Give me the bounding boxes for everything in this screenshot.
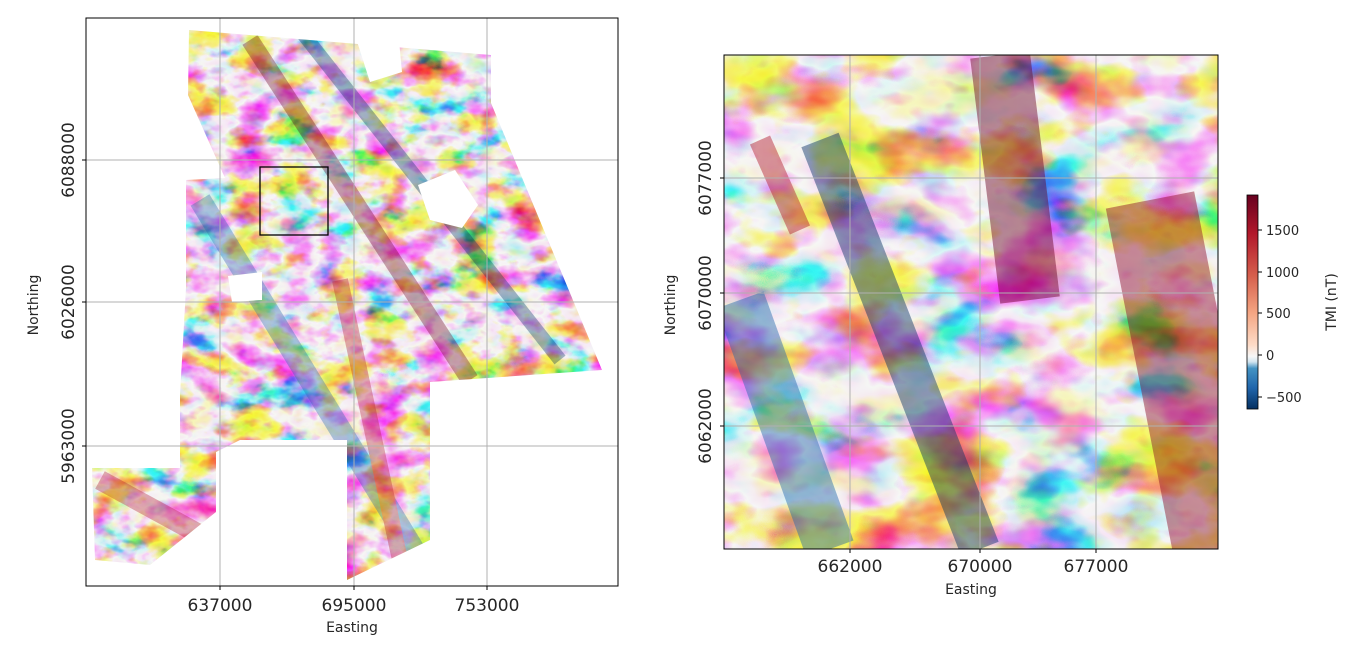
right-anomaly-image <box>724 55 1218 549</box>
left-x-tick-0: 637000 <box>188 596 253 616</box>
inset-rectangle <box>259 166 329 236</box>
right-x-tick-1: 670000 <box>948 557 1013 577</box>
right-axes-frame <box>723 54 1219 550</box>
right-y-tick-0: 6077000 <box>696 140 716 216</box>
colorbar: 1500 1000 500 0 −500 TMI (nT) <box>1246 194 1340 410</box>
colorbar-tick-4: −500 <box>1266 391 1302 406</box>
right-y-tick-2: 6062000 <box>696 388 716 464</box>
left-y-tick-0: 6088000 <box>59 122 79 198</box>
colorbar-tick-0: 1500 <box>1266 224 1299 239</box>
right-x-axis-label: Easting <box>945 582 997 598</box>
left-y-axis-label: Northing <box>26 275 42 336</box>
colorbar-tick-3: 0 <box>1266 349 1274 364</box>
colorbar-tick-1: 1000 <box>1266 266 1299 281</box>
left-x-tick-1: 695000 <box>322 596 387 616</box>
right-x-tick-2: 677000 <box>1064 557 1129 577</box>
left-x-tick-2: 753000 <box>455 596 520 616</box>
left-x-axis-label: Easting <box>326 620 378 636</box>
colorbar-tick-2: 500 <box>1266 307 1291 322</box>
left-grid <box>86 18 618 586</box>
colorbar-gradient <box>1246 194 1259 410</box>
colorbar-label: TMI (nT) <box>1324 273 1340 332</box>
right-y-axis-label: Northing <box>663 275 679 336</box>
right-grid <box>724 55 1218 549</box>
survey-gaps <box>228 30 478 302</box>
left-y-tick-1: 6026000 <box>59 264 79 340</box>
right-y-tick-1: 6070000 <box>696 255 716 331</box>
left-map-panel: 637000 695000 753000 6088000 6026000 596… <box>26 17 619 636</box>
right-map-panel: 662000 670000 677000 6077000 6070000 606… <box>663 54 1219 598</box>
left-y-tick-2: 5963000 <box>59 408 79 484</box>
right-x-tick-0: 662000 <box>818 557 883 577</box>
